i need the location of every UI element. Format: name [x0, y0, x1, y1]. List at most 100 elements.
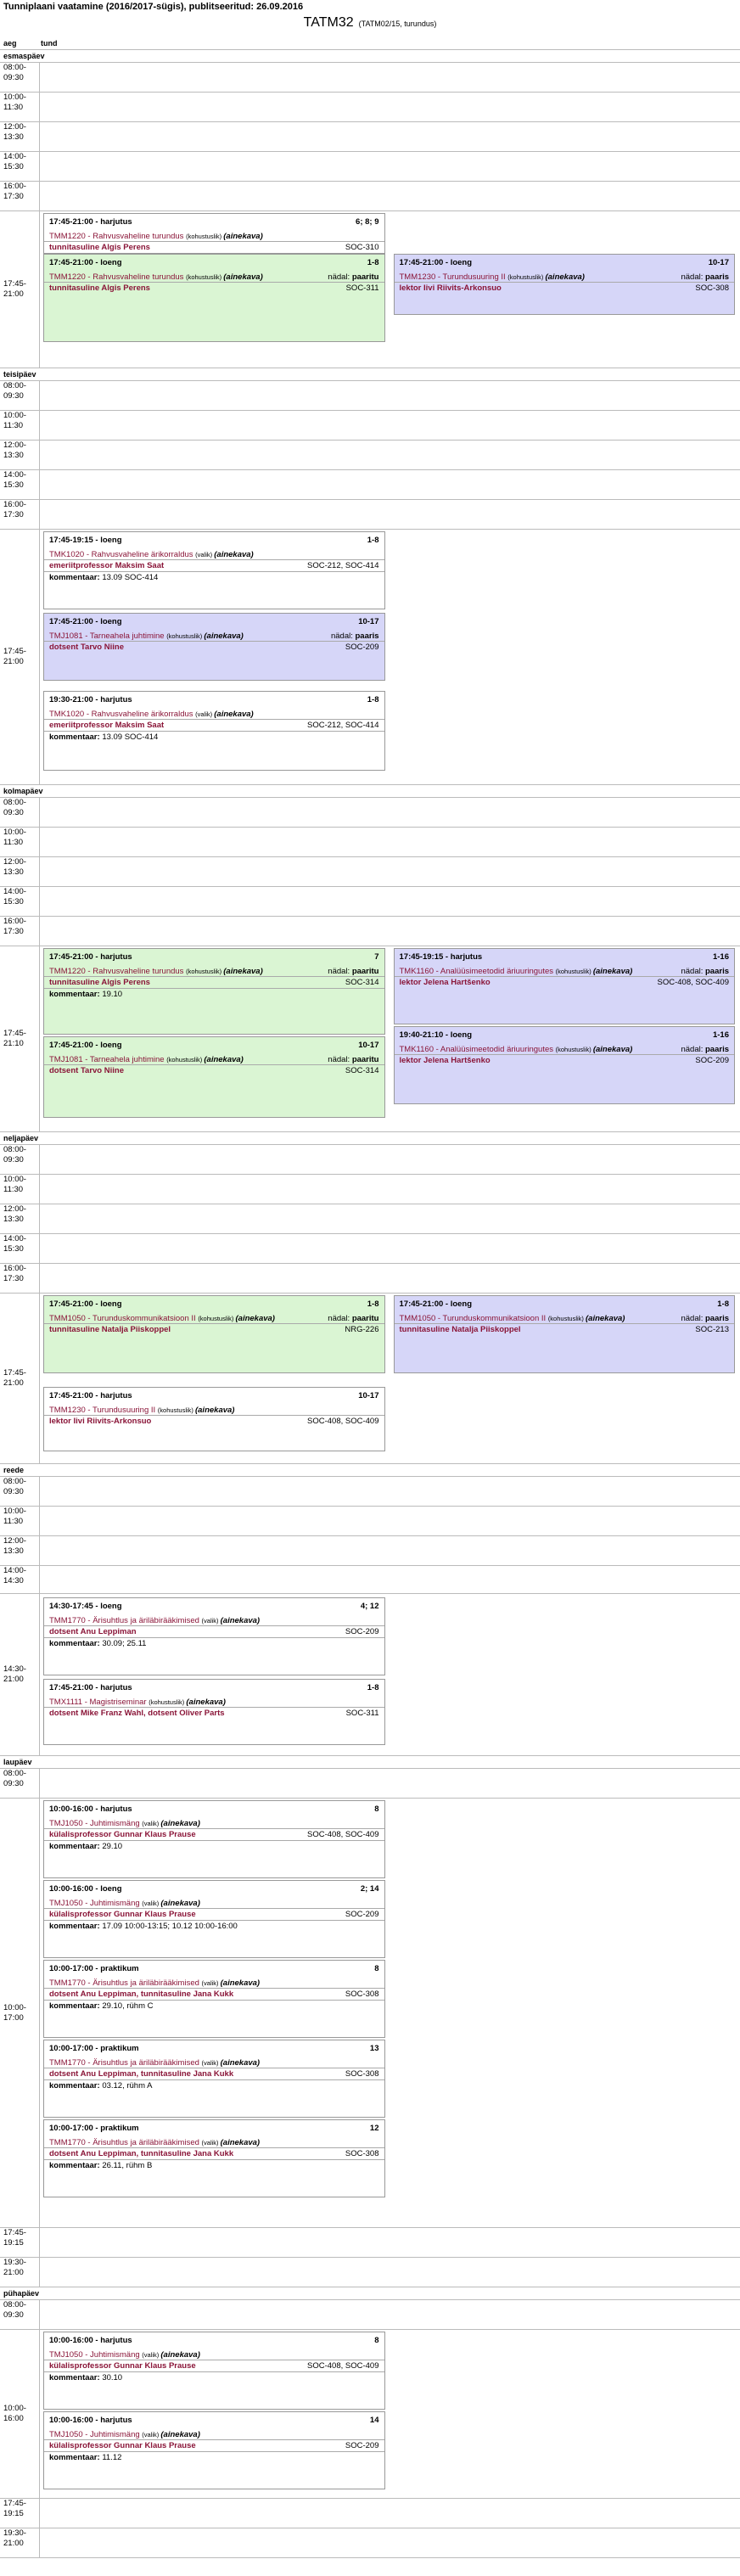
- course-title[interactable]: TMX1111 - Magistriseminar (kohustuslik) …: [49, 1698, 226, 1707]
- lesson-time-type: 17:45-21:00 - harjutus: [49, 217, 132, 227]
- lesson-card[interactable]: 10:00-17:00 - praktikum 12 TMM1770 - Ärisu…: [43, 2119, 385, 2197]
- course-title[interactable]: TMJ1081 - Tarneahela juhtimine (kohustus…: [49, 631, 244, 641]
- lesson-body: TMJ1050 - Juhtimismäng (valik) (ainekava…: [44, 2349, 384, 2360]
- week-parity-value: paaritu: [351, 1055, 379, 1064]
- comment-text: 13.09 SOC-414: [102, 732, 159, 742]
- course-title[interactable]: TMJ1050 - Juhtimismäng (valik) (ainekava…: [49, 1819, 200, 1828]
- slot-time-text: 10:00- 17:00: [3, 2003, 26, 2023]
- course-kind: (kohustuslik): [555, 968, 593, 975]
- lesson-card[interactable]: 14:30-17:45 - loeng 4; 12 TMM1770 - Ärisuh…: [43, 1597, 385, 1675]
- slot-lessons: [39, 1175, 740, 1204]
- slot-time: 12:00- 13:30: [0, 122, 41, 151]
- course-title[interactable]: TMJ1050 - Juhtimismäng (valik) (ainekava…: [49, 2350, 200, 2360]
- lesson-card[interactable]: 17:45-19:15 - loeng 1-8 TMK1020 - Rahvusva…: [43, 531, 385, 609]
- lesson-card[interactable]: 17:45-21:00 - harjutus 7 TMM1220 - Rahvusv…: [43, 948, 385, 1035]
- lesson-card[interactable]: 10:00-16:00 - harjutus 8 TMJ1050 - Juhtimi…: [43, 1800, 385, 1878]
- lesson-time-type: 17:45-19:15 - loeng: [49, 536, 122, 545]
- slot-time: 17:45- 21:10: [0, 946, 41, 1131]
- lesson-teacher: emeriitprofessor Maksim Saat: [49, 561, 165, 570]
- week-parity-value: paaritu: [351, 967, 379, 976]
- slot-time-start: 16:00-: [3, 1264, 26, 1273]
- lesson-weeks: 1-8: [367, 1299, 379, 1309]
- lesson-card[interactable]: 17:45-19:15 - harjutus 1-16 TMK1160 - Anal…: [393, 948, 735, 1024]
- lesson-card[interactable]: 17:45-21:00 - loeng 10-17 TMJ1081 - Tarnea…: [43, 1036, 385, 1118]
- lesson-teacher-room: külalisprofessor Gunnar Klaus Prause SOC-…: [44, 2360, 384, 2371]
- lesson-card[interactable]: 10:00-16:00 - loeng 2; 14 TMJ1050 - Juhtim…: [43, 1880, 385, 1958]
- lesson-rooms: SOC-314: [345, 1066, 379, 1075]
- lesson-card[interactable]: 17:45-21:00 - loeng 10-17 TMJ1081 - Tarnea…: [43, 613, 385, 681]
- course-name: Juhtimismäng: [90, 1899, 143, 1908]
- course-name: Turunduskommunikatsioon II: [92, 1314, 199, 1323]
- course-title[interactable]: TMK1160 - Analüüsimeetodid äriuuringutes…: [400, 967, 633, 976]
- slot-time-text: 08:00- 09:30: [3, 798, 41, 818]
- lesson-card[interactable]: 10:00-16:00 - harjutus 8 TMJ1050 - Juhtimi…: [43, 2332, 385, 2410]
- lesson-card[interactable]: 19:40-21:10 - loeng 1-16 TMK1160 - Analüüs…: [393, 1026, 735, 1104]
- comment-label: kommentaar:: [49, 1842, 103, 1851]
- lesson-card[interactable]: 17:45-21:00 - loeng 1-8 TMM1050 - Turundus…: [43, 1295, 385, 1373]
- course-title[interactable]: TMJ1050 - Juhtimismäng (valik) (ainekava…: [49, 1899, 200, 1908]
- lesson-comment: kommentaar: 29.10: [44, 1840, 384, 1852]
- week-parity-label: nädal:: [328, 1314, 352, 1323]
- lesson-weeks: 2; 14: [360, 1884, 379, 1894]
- lesson-card[interactable]: 17:45-21:00 - harjutus 10-17 TMM1230 - Tur…: [43, 1387, 385, 1451]
- course-title[interactable]: TMM1050 - Turunduskommunikatsioon II (ko…: [49, 1314, 275, 1323]
- lesson-weeks: 14: [369, 2416, 379, 2425]
- slot-time-start: 08:00-: [3, 63, 26, 72]
- course-kind: (kohustuslik): [149, 1698, 187, 1706]
- slot-time-end: 21:00: [3, 289, 24, 299]
- lesson-rooms: SOC-209: [345, 1627, 379, 1636]
- lesson-course-line: TMM1220 - Rahvusvaheline turundus (kohus…: [49, 272, 379, 282]
- lesson-time-type: 19:40-21:10 - loeng: [399, 1030, 473, 1040]
- course-title[interactable]: TMJ1081 - Tarneahela juhtimine (kohustus…: [49, 1055, 244, 1064]
- course-title[interactable]: TMJ1050 - Juhtimismäng (valik) (ainekava…: [49, 2430, 200, 2439]
- group-code: TATM32: [303, 15, 354, 30]
- lesson-header: 19:40-21:10 - loeng 1-16: [395, 1027, 735, 1043]
- course-title[interactable]: TMK1160 - Analüüsimeetodid äriuuringutes…: [400, 1045, 633, 1054]
- lesson-teacher-room: külalisprofessor Gunnar Klaus Prause SOC-…: [44, 1908, 384, 1920]
- course-title[interactable]: TMM1770 - Ärisuhtlus ja äriläbirääkimise…: [49, 1978, 260, 1988]
- course-title[interactable]: TMM1050 - Turunduskommunikatsioon II (ko…: [400, 1314, 625, 1323]
- slot-time-text: 17:45- 21:00: [3, 647, 26, 667]
- slot-time: 14:00- 15:30: [0, 470, 41, 499]
- slot-time: 17:45- 21:00: [0, 1294, 41, 1463]
- week-parity-label: nädal:: [681, 967, 705, 976]
- lesson-card[interactable]: 17:45-21:00 - loeng 1-8 TMM1220 - Rahvusva…: [43, 254, 385, 342]
- slot-time-text: 16:00- 17:30: [3, 1264, 41, 1284]
- slot-lessons: [39, 1234, 740, 1263]
- lesson-card[interactable]: 10:00-17:00 - praktikum 8 TMM1770 - Ärisuh…: [43, 1960, 385, 2038]
- time-slot-row: 10:00- 11:30: [0, 411, 740, 441]
- course-title[interactable]: TMM1770 - Ärisuhtlus ja äriläbirääkimise…: [49, 2058, 260, 2068]
- lesson-teacher: dotsent Anu Leppiman, tunnitasuline Jana…: [49, 1990, 234, 1999]
- course-title[interactable]: TMK1020 - Rahvusvaheline ärikorraldus (v…: [49, 550, 254, 559]
- course-code: TMJ1050 -: [49, 2430, 91, 2439]
- lesson-teacher-room: emeriitprofessor Maksim Saat SOC-212, SOC…: [44, 719, 384, 731]
- lesson-card[interactable]: 17:45-21:00 - harjutus 6; 8; 9 TMM1220 - R…: [43, 213, 385, 254]
- lesson-teacher-room: lektor Iivi Riivits-Arkonsuo SOC-308: [394, 282, 734, 294]
- lesson-comment: kommentaar: 03.12, rühm A: [44, 2079, 384, 2091]
- course-title[interactable]: TMM1230 - Turundusuuring II (kohustuslik…: [400, 272, 585, 282]
- lesson-card[interactable]: 19:30-21:00 - harjutus 1-8 TMK1020 - Rahvu…: [43, 691, 385, 771]
- lesson-card[interactable]: 17:45-21:00 - harjutus 1-8 TMX1111 - Magis…: [43, 1679, 385, 1745]
- course-title[interactable]: TMM1220 - Rahvusvaheline turundus (kohus…: [49, 272, 263, 282]
- slot-lessons: [39, 441, 740, 469]
- lesson-teacher-room: emeriitprofessor Maksim Saat SOC-212, SOC…: [44, 559, 384, 571]
- course-title[interactable]: TMM1220 - Rahvusvaheline turundus (kohus…: [49, 232, 263, 241]
- lesson-card[interactable]: 10:00-16:00 - harjutus 14 TMJ1050 - Juhtim…: [43, 2411, 385, 2489]
- course-title[interactable]: TMK1020 - Rahvusvaheline ärikorraldus (v…: [49, 710, 254, 719]
- lesson-weeks: 1-8: [367, 1683, 379, 1692]
- col-time-header: aeg: [3, 39, 17, 48]
- slot-time: 16:00- 17:30: [0, 182, 41, 210]
- lesson-time-type: 17:45-21:00 - harjutus: [49, 1683, 132, 1692]
- course-title[interactable]: TMM1770 - Ärisuhtlus ja äriläbirääkimise…: [49, 1616, 260, 1625]
- lesson-card[interactable]: 10:00-17:00 - praktikum 13 TMM1770 - Ärisu…: [43, 2040, 385, 2118]
- course-name: Rahvusvaheline ärikorraldus: [91, 550, 196, 559]
- course-title[interactable]: TMM1220 - Rahvusvaheline turundus (kohus…: [49, 967, 263, 976]
- course-title[interactable]: TMM1770 - Ärisuhtlus ja äriläbirääkimise…: [49, 2138, 260, 2147]
- lesson-course-line: TMM1050 - Turunduskommunikatsioon II (ko…: [400, 1314, 730, 1323]
- course-title[interactable]: TMM1230 - Turundusuuring II (kohustuslik…: [49, 1406, 234, 1415]
- lesson-card[interactable]: 17:45-21:00 - loeng 1-8 TMM1050 - Turundus…: [393, 1295, 735, 1373]
- lesson-card[interactable]: 17:45-21:00 - loeng 10-17 TMM1230 - Turund…: [393, 254, 735, 315]
- course-code: TMJ1081 -: [49, 631, 90, 641]
- lesson-teacher-room: tunnitasuline Algis Perens SOC-310: [44, 241, 384, 253]
- slot-time-end: 09:30: [3, 1155, 24, 1165]
